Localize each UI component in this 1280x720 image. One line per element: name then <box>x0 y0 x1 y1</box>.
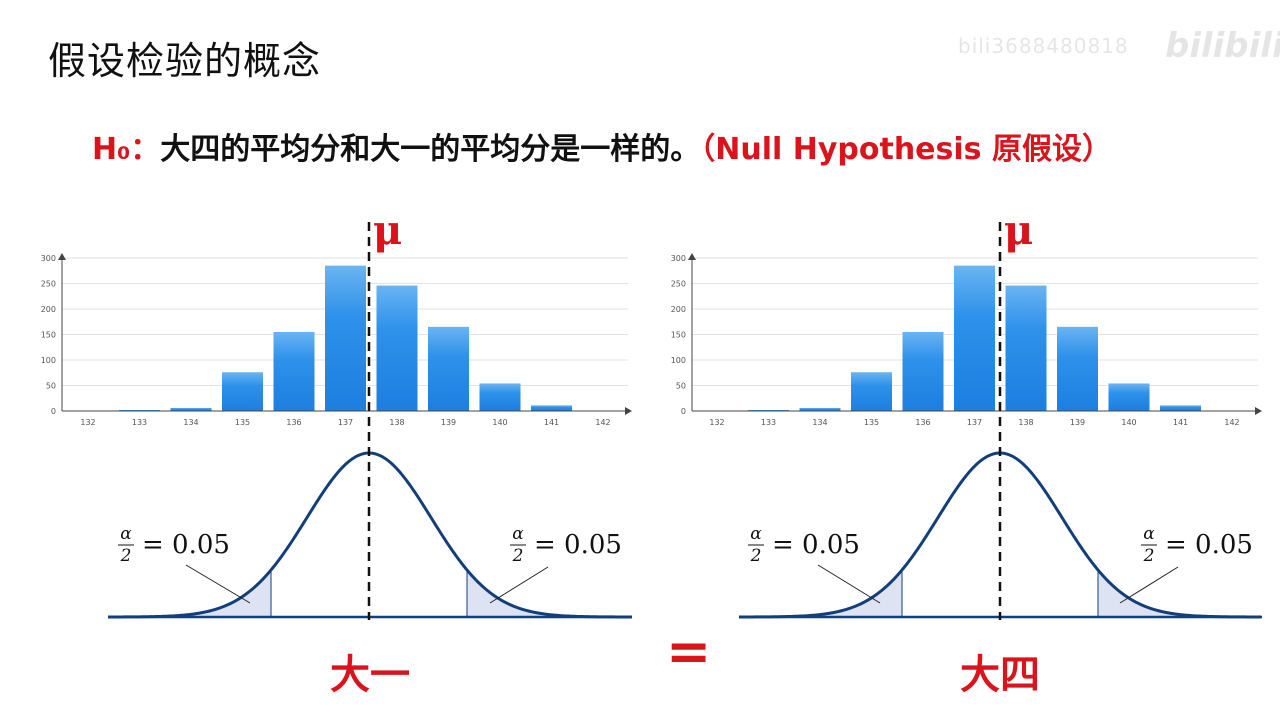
right-alpha-value-0: = 0.05 <box>534 530 622 560</box>
y-tick-label-1-3: 150 <box>671 331 686 340</box>
bar-0-7 <box>428 326 469 411</box>
bar-1-3 <box>851 372 892 411</box>
y-axis-arrow-0 <box>58 253 66 260</box>
x-tick-label-0-7: 139 <box>441 418 456 427</box>
x-tick-label-1-8: 140 <box>1121 418 1136 427</box>
left-annotation-pointer-1 <box>817 564 881 604</box>
y-axis-arrow-1 <box>688 253 696 260</box>
hypothesis-statement: 大四的平均分和大一的平均分是一样的。 <box>160 132 701 167</box>
x-tick-label-0-9: 141 <box>544 418 559 427</box>
right-annotation-pointer-1 <box>1119 566 1179 604</box>
bar-1-8 <box>1108 383 1150 411</box>
y-tick-label-1-1: 50 <box>676 382 686 391</box>
hypothesis-english: （Null Hypothesis 原假设） <box>700 132 1112 167</box>
x-tick-label-0-2: 134 <box>183 418 198 427</box>
h0-separator: ： <box>130 132 161 167</box>
bar-1-4 <box>902 331 944 411</box>
right-alpha-value-1: = 0.05 <box>1165 530 1253 560</box>
y-tick-label-0-4: 200 <box>41 305 56 314</box>
x-tick-label-1-6: 138 <box>1018 418 1033 427</box>
bar-0-6 <box>376 285 418 411</box>
y-tick-label-1-0: 0 <box>681 407 686 416</box>
x-tick-label-0-10: 142 <box>595 418 610 427</box>
right-alpha-denominator-1: 2 <box>1143 546 1155 566</box>
y-tick-label-0-0: 0 <box>51 407 56 416</box>
bar-0-1 <box>119 409 160 411</box>
bar-0-2 <box>170 407 212 411</box>
x-tick-label-0-0: 132 <box>80 418 95 427</box>
x-tick-label-0-6: 138 <box>389 418 404 427</box>
bar-1-2 <box>799 407 841 411</box>
x-tick-label-1-10: 142 <box>1224 418 1239 427</box>
right-alpha-numerator-0: α <box>512 524 524 544</box>
y-tick-label-0-2: 100 <box>41 356 56 365</box>
bar-1-7 <box>1057 326 1098 411</box>
bar-1-5 <box>954 265 995 411</box>
panel-label-freshman: 大一 <box>330 652 410 698</box>
x-tick-label-0-5: 137 <box>338 418 353 427</box>
y-tick-label-0-5: 250 <box>41 280 56 289</box>
left-alpha-denominator-1: 2 <box>750 546 762 566</box>
h0-label: H₀ <box>92 132 131 167</box>
y-tick-label-0-3: 150 <box>41 331 56 340</box>
bar-1-1 <box>748 409 789 411</box>
left-alpha-value-1: = 0.05 <box>772 530 860 560</box>
y-tick-label-1-4: 200 <box>671 305 686 314</box>
left-annotation-pointer-0 <box>185 564 251 604</box>
x-tick-label-1-2: 134 <box>812 418 827 427</box>
null-hypothesis: H₀：大四的平均分和大一的平均分是一样的。（Null Hypothesis 原假… <box>92 124 1112 168</box>
left-alpha-numerator-0: α <box>120 524 132 544</box>
x-axis-arrow-1 <box>1255 407 1262 415</box>
right-alpha-denominator-0: 2 <box>512 546 524 566</box>
left-alpha-denominator-0: 2 <box>120 546 132 566</box>
y-tick-label-0-1: 50 <box>46 382 56 391</box>
x-tick-label-0-4: 136 <box>286 418 301 427</box>
x-tick-label-1-9: 141 <box>1173 418 1188 427</box>
x-tick-label-1-1: 133 <box>761 418 776 427</box>
x-tick-label-1-5: 137 <box>967 418 982 427</box>
x-tick-label-0-1: 133 <box>132 418 147 427</box>
bar-0-4 <box>273 331 315 411</box>
x-tick-label-1-7: 139 <box>1070 418 1085 427</box>
bilibili-logo: bilibili <box>1165 26 1280 66</box>
left-alpha-value-0: = 0.05 <box>142 530 230 560</box>
right-alpha-numerator-1: α <box>1143 524 1155 544</box>
bar-0-3 <box>222 372 263 411</box>
left-alpha-numerator-1: α <box>750 524 762 544</box>
bar-0-9 <box>531 405 572 411</box>
watermark-id: bili3688480818 <box>958 34 1129 58</box>
y-tick-label-1-6: 300 <box>671 254 686 263</box>
equals-sign: = <box>666 620 712 683</box>
bar-1-9 <box>1160 405 1201 411</box>
y-tick-label-0-6: 300 <box>41 254 56 263</box>
x-tick-label-1-0: 132 <box>709 418 724 427</box>
x-tick-label-0-3: 135 <box>235 418 250 427</box>
bar-0-5 <box>325 265 366 411</box>
x-axis-arrow-0 <box>625 407 632 415</box>
x-tick-label-0-8: 140 <box>492 418 507 427</box>
panel-label-senior: 大四 <box>960 652 1040 698</box>
bar-1-6 <box>1005 285 1047 411</box>
y-tick-label-1-2: 100 <box>671 356 686 365</box>
y-tick-label-1-5: 250 <box>671 280 686 289</box>
x-tick-label-1-3: 135 <box>864 418 879 427</box>
mu-label-0: μ <box>373 207 402 254</box>
bar-0-8 <box>479 383 521 411</box>
x-tick-label-1-4: 136 <box>915 418 930 427</box>
right-annotation-pointer-0 <box>489 566 549 604</box>
page-title: 假设检验的概念 <box>48 39 322 83</box>
mu-label-1: μ <box>1004 207 1033 254</box>
